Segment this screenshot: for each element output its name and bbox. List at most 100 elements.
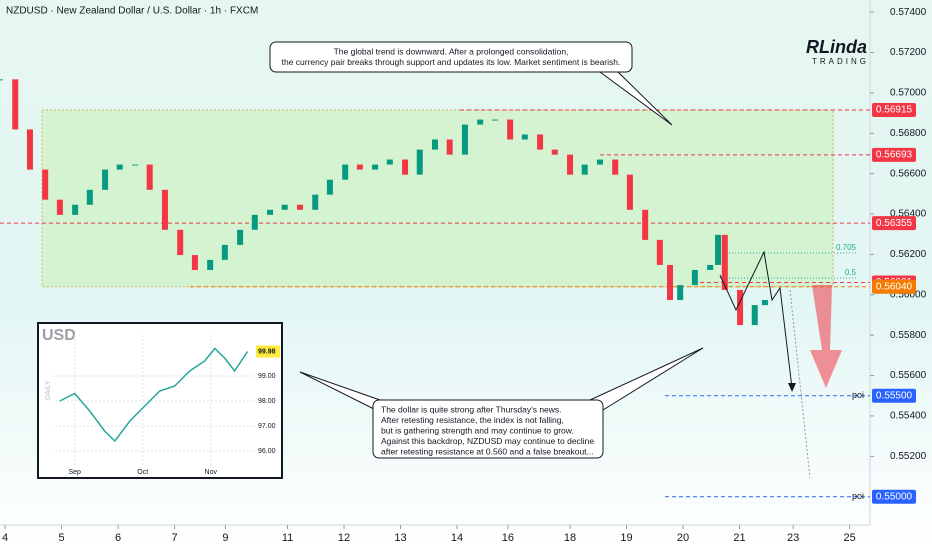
level-label: 0.56693 (876, 150, 913, 161)
chart-title: NZDUSD · New Zealand Dollar / U.S. Dolla… (6, 6, 258, 17)
annotation-text: the currency pair breaks through support… (282, 57, 621, 67)
x-tick-label: 13 (394, 532, 406, 544)
callout-tail (299, 371, 381, 413)
inset-chart: 99.00 98.00 97.00 96.00 Sep Oct Nov 99.98 (55, 335, 280, 476)
candle (207, 259, 214, 270)
annotation-text: but is gathering strength and may contin… (381, 425, 574, 435)
forecast-dotted (789, 289, 811, 479)
level-label: 0.56040 (876, 281, 913, 292)
candle (342, 164, 349, 180)
bearish-arrow (810, 285, 842, 388)
level-tag: poi (852, 491, 864, 501)
candle (191, 255, 198, 270)
level-badge (872, 388, 916, 403)
candle (146, 164, 153, 190)
callout-box (269, 41, 633, 73)
candle (267, 209, 274, 215)
candle (707, 264, 714, 270)
candle (0, 79, 3, 81)
candle (596, 159, 603, 165)
x-tick-label: 18 (564, 532, 576, 544)
plot: 0.574000.572000.570000.568000.566000.564… (0, 7, 927, 544)
candle (551, 149, 558, 155)
inset-y-label: 96.00 (258, 448, 276, 455)
candle (102, 169, 109, 190)
annotation-text: The global trend is downward. After a pr… (334, 46, 569, 56)
candle (402, 159, 409, 175)
inset-side-label: DAILY (45, 380, 52, 400)
x-tick-label: 9 (222, 532, 228, 544)
level-label: 0.56915 (876, 105, 913, 116)
x-tick-label: 12 (338, 532, 350, 544)
y-tick-label: 0.56800 (890, 128, 927, 139)
logo-name: RLinda (806, 37, 867, 57)
y-tick-label: 0.56400 (890, 209, 927, 220)
x-tick-label: 20 (677, 532, 689, 544)
inset-x-label: Sep (68, 469, 81, 476)
candle (581, 164, 588, 175)
x-tick-label: 14 (451, 532, 463, 544)
inset-y-label: 99.00 (258, 373, 276, 380)
candle (116, 164, 123, 170)
fib-label: 0.705 (836, 243, 857, 252)
y-tick-label: 0.56600 (890, 168, 927, 179)
y-tick-label: 0.57200 (890, 47, 927, 58)
candle (642, 209, 649, 240)
x-tick-label: 21 (733, 532, 745, 544)
inset-x-label: Oct (137, 469, 148, 476)
level-tag: poi (852, 390, 864, 400)
y-tick-label: 0.56200 (890, 249, 927, 260)
fib-label: 0.5 (845, 268, 857, 277)
y-tick-label: 0.55400 (890, 411, 927, 422)
inset-y-label: 98.00 (258, 398, 276, 405)
candle (521, 134, 528, 140)
x-tick-label: 6 (115, 532, 121, 544)
candle (416, 149, 423, 175)
candle (761, 300, 768, 306)
candle (237, 229, 244, 245)
annotation-text: after retesting resistance at 0.560 and … (381, 446, 594, 456)
candle (432, 139, 438, 150)
candle (446, 139, 453, 155)
annotations: The global trend is downward. After a pr… (282, 46, 621, 456)
x-tick-label: 25 (844, 532, 856, 544)
level-badge (872, 216, 916, 231)
candle (221, 244, 228, 260)
candle (537, 134, 544, 150)
forecast-path (719, 250, 793, 389)
x-tick-label: 4 (2, 532, 8, 544)
y-tick-label: 0.57000 (890, 88, 927, 99)
candle (72, 204, 79, 215)
y-tick-label: 0.55600 (890, 370, 927, 381)
candle (356, 164, 363, 170)
candle (12, 79, 19, 130)
callout-box (372, 399, 604, 459)
y-tick-label: 0.55800 (890, 330, 927, 341)
level-badge (872, 103, 916, 118)
level-label: 0.55000 (876, 491, 913, 502)
candle (296, 204, 303, 210)
candle (372, 164, 379, 170)
candle (491, 119, 498, 121)
candle (477, 119, 484, 125)
y-tick-label: 0.57400 (890, 7, 927, 18)
candle (667, 264, 674, 301)
x-tick-label: 7 (172, 532, 178, 544)
inset-x-label: Nov (205, 469, 218, 476)
candle (461, 124, 468, 155)
candle (177, 229, 184, 256)
candle (281, 204, 288, 210)
inset-line (59, 347, 249, 443)
x-tick-label: 5 (59, 532, 65, 544)
candle (677, 285, 684, 301)
level-badge (872, 279, 916, 294)
x-tick-label: 19 (620, 532, 632, 544)
candle (612, 159, 619, 175)
logo-sub: TRADING (812, 57, 869, 66)
candle (626, 174, 633, 210)
inset-price-label: 99.98 (258, 348, 276, 355)
candle (251, 214, 258, 230)
annotation-text: The dollar is quite strong after Thursda… (381, 404, 562, 414)
